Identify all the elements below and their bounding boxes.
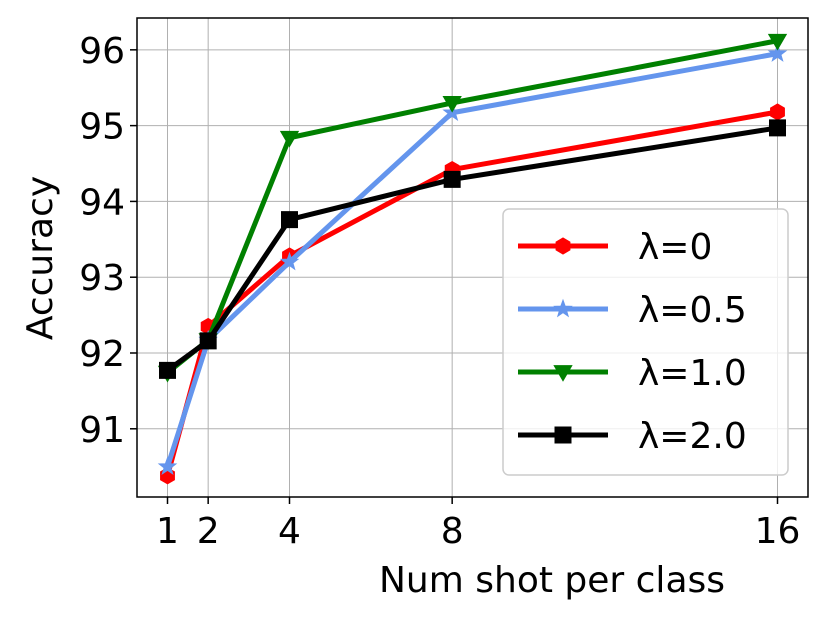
legend-label: λ=2.0 bbox=[638, 416, 747, 457]
data-point bbox=[770, 103, 785, 121]
legend-marker bbox=[555, 237, 571, 255]
x-tick-label: 8 bbox=[441, 511, 464, 552]
x-tick-label: 2 bbox=[197, 511, 220, 552]
y-tick-label: 96 bbox=[79, 31, 125, 72]
y-tick-label: 92 bbox=[79, 334, 125, 375]
data-point bbox=[279, 130, 300, 148]
data-point bbox=[442, 95, 462, 113]
legend-label: λ=1.0 bbox=[638, 353, 747, 394]
legend-label: λ=0.5 bbox=[638, 290, 747, 331]
legend-marker bbox=[553, 365, 573, 382]
y-tick-label: 94 bbox=[79, 182, 125, 223]
data-point bbox=[281, 211, 298, 229]
data-point bbox=[767, 33, 788, 51]
y-tick-label: 93 bbox=[79, 258, 125, 299]
legend-label: λ=0 bbox=[638, 227, 712, 268]
data-point bbox=[157, 456, 178, 475]
legend-box bbox=[502, 208, 789, 476]
legend-marker bbox=[554, 426, 572, 444]
data-point bbox=[769, 119, 786, 137]
x-tick-label: 4 bbox=[278, 511, 301, 552]
legend-marker bbox=[553, 298, 573, 318]
data-point bbox=[279, 251, 300, 271]
y-axis-label: Accuracy bbox=[20, 176, 61, 340]
data-point bbox=[199, 332, 217, 350]
data-point bbox=[767, 43, 788, 62]
x-tick-label: 1 bbox=[156, 511, 179, 552]
x-tick-label: 16 bbox=[755, 511, 801, 552]
y-tick-label: 91 bbox=[79, 410, 125, 451]
y-tick-label: 95 bbox=[79, 107, 125, 148]
plot-frame bbox=[136, 17, 809, 498]
data-point bbox=[159, 361, 176, 379]
data-point bbox=[443, 170, 461, 188]
x-axis-label: Num shot per class bbox=[379, 560, 725, 601]
